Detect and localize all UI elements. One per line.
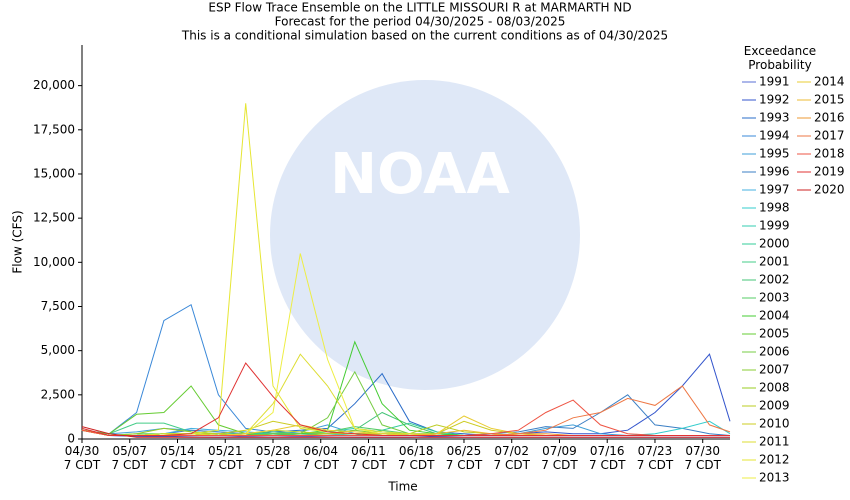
x-tick-label: 06/04 7 CDT — [302, 444, 339, 472]
legend-label: 2018 — [814, 147, 845, 161]
legend-label: 2014 — [814, 75, 845, 89]
chart-title: ESP Flow Trace Ensemble on the LITTLE MI… — [208, 1, 631, 15]
legend-label: 2000 — [759, 237, 790, 251]
legend-label: 1993 — [759, 111, 790, 125]
legend-label: 2020 — [814, 183, 845, 197]
chart-subtitle: Forecast for the period 04/30/2025 - 08/… — [275, 15, 566, 29]
legend-label: 2008 — [759, 381, 790, 395]
x-tick-label: 06/18 7 CDT — [398, 444, 435, 472]
series-line — [81, 426, 730, 438]
y-tick-label: 5,000 — [41, 343, 75, 357]
legend-label: 2005 — [759, 327, 790, 341]
x-tick-label: 05/14 7 CDT — [159, 444, 196, 472]
chart-subtitle: This is a conditional simulation based o… — [181, 29, 668, 43]
x-tick-label: 05/28 7 CDT — [254, 444, 292, 472]
legend-label: 1997 — [759, 183, 790, 197]
x-tick-label: 07/16 7 CDT — [589, 444, 626, 472]
legend-label: 2013 — [759, 471, 790, 485]
y-tick-label: 12,500 — [33, 211, 75, 225]
legend-title: Exceedance Probability — [743, 44, 817, 72]
legend-label: 2003 — [759, 291, 790, 305]
legend-label: 2004 — [759, 309, 790, 323]
legend-label: 1998 — [759, 201, 790, 215]
legend-label: 2015 — [814, 93, 845, 107]
y-tick-label: 7,500 — [41, 299, 75, 313]
legend-label: 1995 — [759, 147, 790, 161]
x-tick-label: 05/07 7 CDT — [111, 444, 148, 472]
y-tick-label: 15,000 — [33, 166, 75, 180]
legend-label: 2010 — [759, 417, 790, 431]
legend-label: 2016 — [814, 111, 845, 125]
x-tick-label: 06/25 7 CDT — [445, 444, 483, 472]
y-tick-label: 10,000 — [33, 255, 75, 269]
y-tick-label: 20,000 — [33, 78, 75, 92]
legend-label: 1991 — [759, 75, 790, 89]
legend-label: 2007 — [759, 363, 790, 377]
y-axis-label: Flow (CFS) — [11, 210, 25, 273]
x-tick-label: 07/30 7 CDT — [684, 444, 721, 472]
y-tick-label: 17,500 — [33, 122, 75, 136]
legend-label: 1996 — [759, 165, 790, 179]
series-line — [81, 362, 730, 436]
legend-label: 2017 — [814, 129, 845, 143]
watermark-circle — [270, 80, 580, 390]
legend-label: 1999 — [759, 219, 790, 233]
x-tick-label: 07/09 7 CDT — [541, 444, 578, 472]
x-tick-label: 05/21 7 CDT — [207, 444, 244, 472]
x-tick-label: 06/11 7 CDT — [350, 444, 387, 472]
legend-label: 2012 — [759, 453, 790, 467]
x-tick-label: 04/30 7 CDT — [63, 444, 101, 472]
x-tick-label: 07/23 7 CDT — [636, 444, 674, 472]
x-tick-label: 07/02 7 CDT — [493, 444, 530, 472]
legend-label: 2006 — [759, 345, 790, 359]
legend-label: 1994 — [759, 129, 790, 143]
watermark: NOAA — [330, 142, 510, 207]
legend-label: 2009 — [759, 399, 790, 413]
legend-label: 2011 — [759, 435, 790, 449]
legend-label: 1992 — [759, 93, 790, 107]
x-axis-label: Time — [387, 480, 417, 494]
legend-label: 2001 — [759, 255, 790, 269]
y-tick-label: 2,500 — [41, 387, 75, 401]
legend-label: 2019 — [814, 165, 845, 179]
y-tick-label: 0 — [67, 432, 75, 446]
legend-label: 2002 — [759, 273, 790, 287]
